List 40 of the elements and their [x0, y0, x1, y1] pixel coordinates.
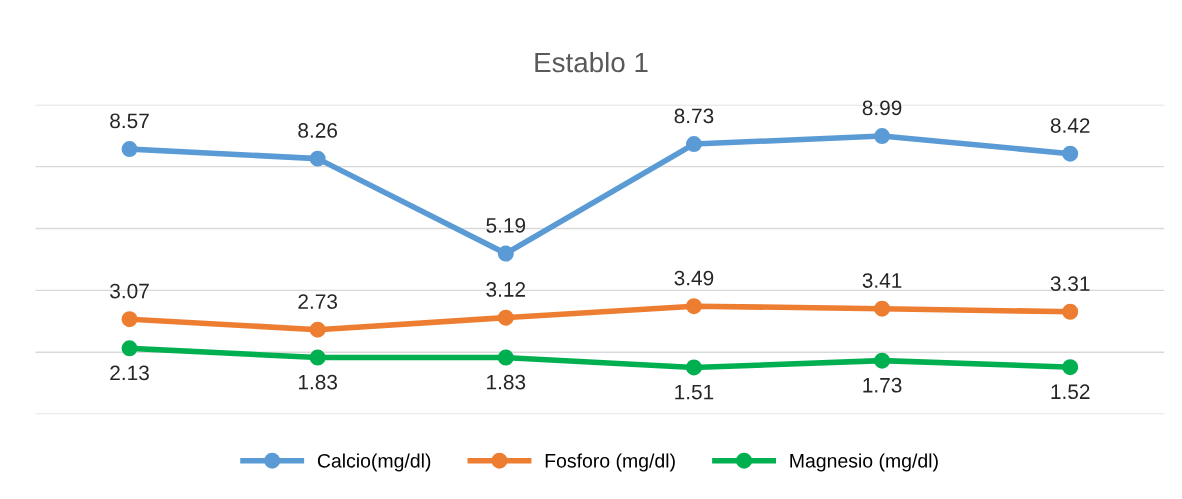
legend-label: Fosforo (mg/dl) — [545, 453, 675, 472]
point — [497, 245, 514, 262]
data-label: 3.31 — [1050, 276, 1090, 291]
data-label: 2.73 — [298, 294, 338, 309]
data-label: 1.73 — [863, 377, 902, 393]
point — [121, 340, 138, 357]
chart-title: Establo 1 — [535, 51, 648, 73]
data-label: 8.99 — [862, 100, 902, 116]
point — [309, 349, 326, 366]
point — [1062, 145, 1079, 162]
point — [497, 349, 514, 366]
data-label: 8.73 — [674, 108, 714, 124]
point — [874, 128, 891, 145]
point — [309, 321, 326, 338]
data-label: 3.07 — [110, 283, 149, 299]
data-label: 8.26 — [298, 123, 338, 138]
point — [121, 141, 138, 158]
point — [121, 311, 138, 328]
point — [685, 298, 702, 315]
point — [685, 136, 702, 153]
data-label: 1.51 — [675, 384, 714, 400]
point — [497, 309, 514, 326]
point — [1062, 359, 1079, 376]
point — [685, 359, 702, 376]
data-label: 3.41 — [862, 273, 902, 288]
point — [309, 150, 326, 167]
data-label: 8.57 — [110, 113, 149, 129]
point — [874, 300, 891, 317]
data-label: 8.42 — [1050, 118, 1090, 133]
point — [1062, 303, 1079, 320]
legend-label: Calcio(mg/dl) — [317, 453, 431, 472]
legend-label: Magnesio (mg/dl) — [790, 453, 938, 472]
point — [874, 352, 891, 369]
data-label: 1.83 — [298, 374, 338, 390]
data-label: 2.13 — [110, 365, 149, 381]
data-label: 5.19 — [486, 218, 526, 233]
data-label: 1.83 — [487, 374, 526, 390]
data-label: 1.52 — [1051, 384, 1090, 400]
data-label: 3.49 — [674, 270, 714, 286]
data-label: 3.12 — [486, 282, 526, 297]
